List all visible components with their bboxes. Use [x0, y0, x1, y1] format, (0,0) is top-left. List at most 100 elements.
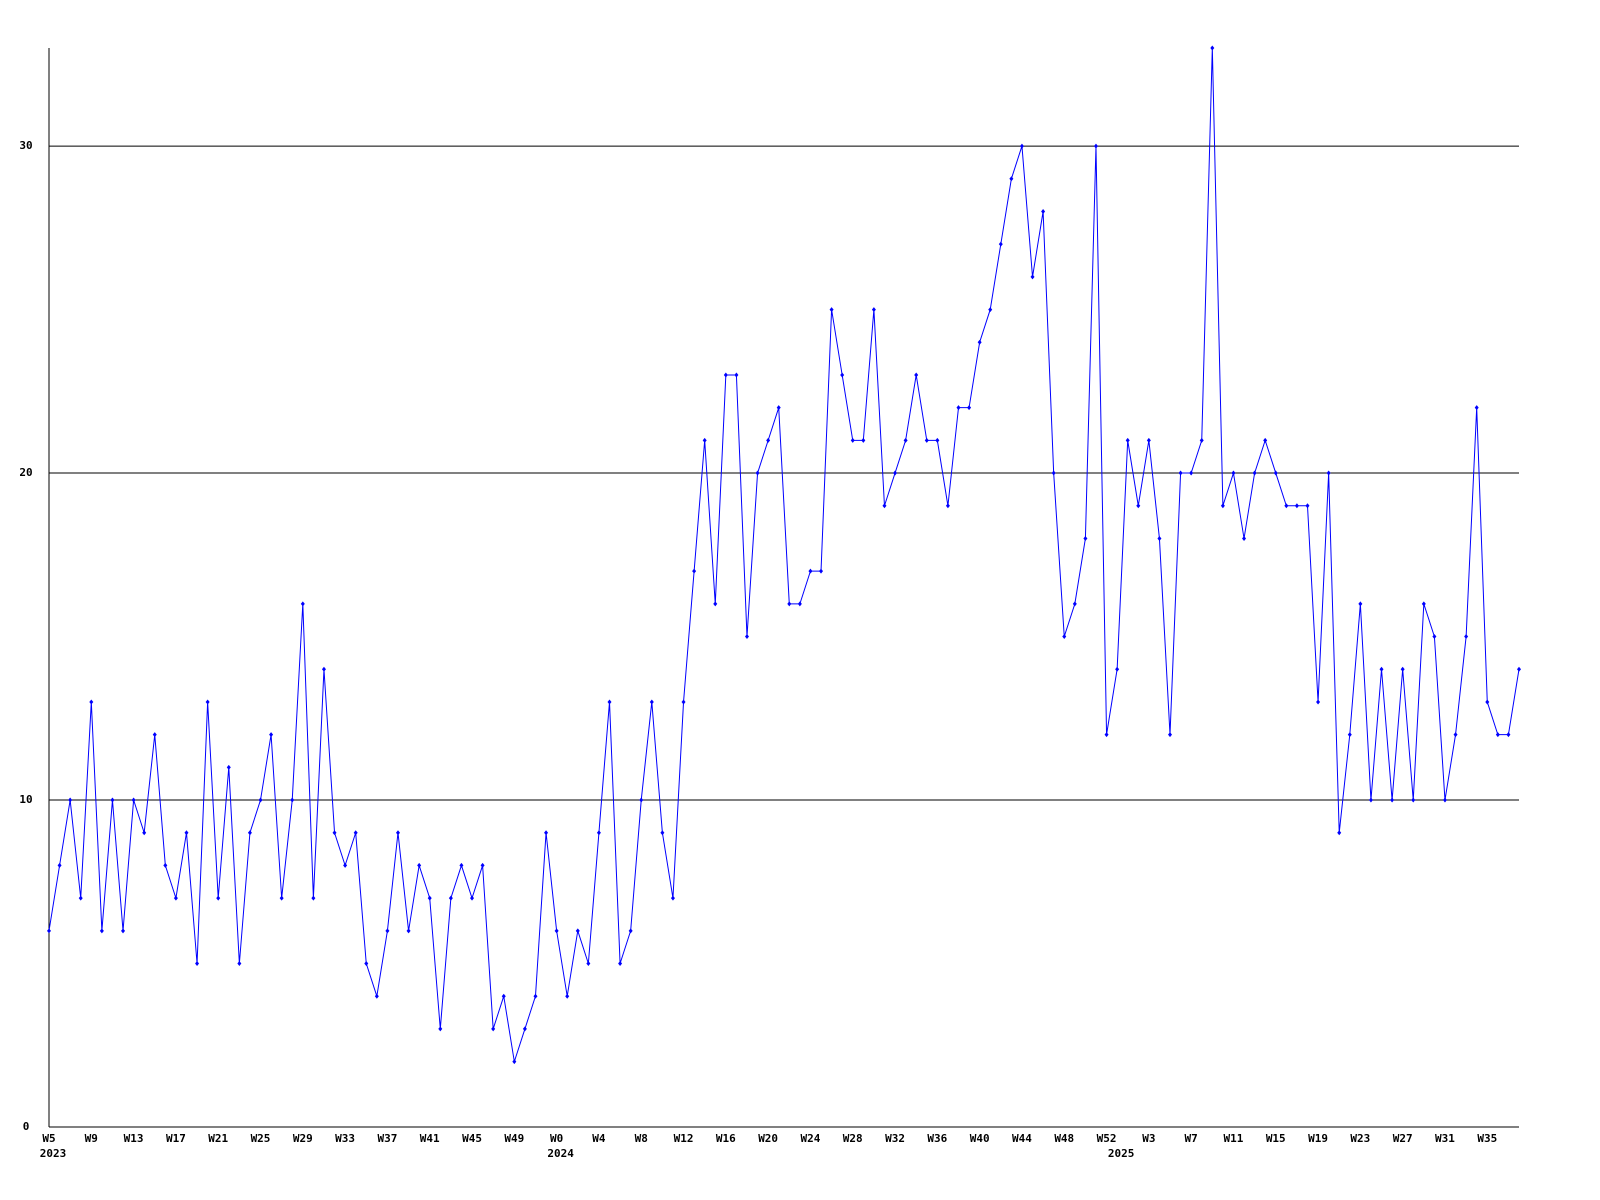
x-tick-label: W7 [1185, 1132, 1198, 1145]
x-tick-label: W16 [716, 1132, 736, 1145]
data-point [99, 928, 104, 934]
data-point [1411, 797, 1416, 803]
data-point [247, 830, 252, 836]
x-tick-label: W13 [124, 1132, 144, 1145]
x-tick-label: W31 [1435, 1132, 1455, 1145]
data-point [797, 601, 802, 607]
y-tick-label: 0 [23, 1120, 30, 1133]
data-point [311, 895, 316, 901]
x-tick-label: W44 [1012, 1132, 1032, 1145]
data-point [216, 895, 221, 901]
x-year-label: 2024 [547, 1147, 574, 1160]
data-point [1464, 634, 1469, 640]
data-point [723, 372, 728, 378]
data-point [575, 928, 580, 934]
data-point [1432, 634, 1437, 640]
data-point [850, 437, 855, 443]
data-point [374, 993, 379, 999]
data-point [1019, 143, 1024, 149]
x-tick-label: W52 [1097, 1132, 1117, 1145]
data-point [173, 895, 178, 901]
data-point [1400, 666, 1405, 672]
data-point [734, 372, 739, 378]
data-point [1294, 503, 1299, 509]
data-point [1051, 470, 1056, 476]
x-tick-label: W37 [377, 1132, 397, 1145]
data-point [977, 339, 982, 345]
data-point [840, 372, 845, 378]
data-point [68, 797, 73, 803]
data-point [713, 601, 718, 607]
data-point [152, 732, 157, 738]
data-point [195, 961, 200, 967]
data-point [1326, 470, 1331, 476]
data-point [1305, 503, 1310, 509]
data-point [1495, 732, 1500, 738]
data-point [586, 961, 591, 967]
x-year-label: 2023 [40, 1147, 67, 1160]
data-point [945, 503, 950, 509]
data-point [290, 797, 295, 803]
data-point [1347, 732, 1352, 738]
data-point [1231, 470, 1236, 476]
x-tick-label: W8 [635, 1132, 648, 1145]
x-tick-label: W28 [843, 1132, 863, 1145]
data-point [744, 634, 749, 640]
data-point [988, 307, 993, 313]
data-point [1474, 405, 1479, 411]
x-tick-label: W41 [420, 1132, 440, 1145]
data-point [300, 601, 305, 607]
data-point [871, 307, 876, 313]
data-point [279, 895, 284, 901]
x-tick-label: W0 [550, 1132, 563, 1145]
data-point [353, 830, 358, 836]
data-point [1485, 699, 1490, 705]
data-point [226, 764, 231, 770]
data-point [205, 699, 210, 705]
x-tick-label: W27 [1393, 1132, 1413, 1145]
data-point [89, 699, 94, 705]
data-point [470, 895, 475, 901]
x-tick-label: W23 [1350, 1132, 1370, 1145]
data-point [861, 437, 866, 443]
data-point [78, 895, 83, 901]
data-point [618, 961, 623, 967]
x-tick-label: W15 [1266, 1132, 1286, 1145]
data-point [903, 437, 908, 443]
data-point [1146, 437, 1151, 443]
data-point [1189, 470, 1194, 476]
data-point [1157, 535, 1162, 541]
y-tick-label: 10 [19, 793, 32, 806]
data-point [1220, 503, 1225, 509]
x-year-label: 2025 [1108, 1147, 1135, 1160]
y-tick-label: 30 [19, 139, 32, 152]
data-point [385, 928, 390, 934]
data-point [491, 1026, 496, 1032]
data-point [522, 1026, 527, 1032]
data-point [893, 470, 898, 476]
data-point [1442, 797, 1447, 803]
data-point [1115, 666, 1120, 672]
data-point [1125, 437, 1130, 443]
data-point [142, 830, 147, 836]
data-point [1083, 535, 1088, 541]
data-point [829, 307, 834, 313]
data-point [1030, 274, 1035, 280]
data-point [544, 830, 549, 836]
data-point [1242, 535, 1247, 541]
x-tick-label: W19 [1308, 1132, 1328, 1145]
x-tick-label: W9 [85, 1132, 98, 1145]
data-point [639, 797, 644, 803]
data-point [1337, 830, 1342, 836]
data-point [427, 895, 432, 901]
data-point [533, 993, 538, 999]
x-tick-label: W5 [42, 1132, 55, 1145]
data-point [131, 797, 136, 803]
data-point [702, 437, 707, 443]
x-tick-label: W21 [208, 1132, 228, 1145]
data-point [1273, 470, 1278, 476]
data-point [670, 895, 675, 901]
x-tick-label: W40 [970, 1132, 990, 1145]
data-point [1506, 732, 1511, 738]
